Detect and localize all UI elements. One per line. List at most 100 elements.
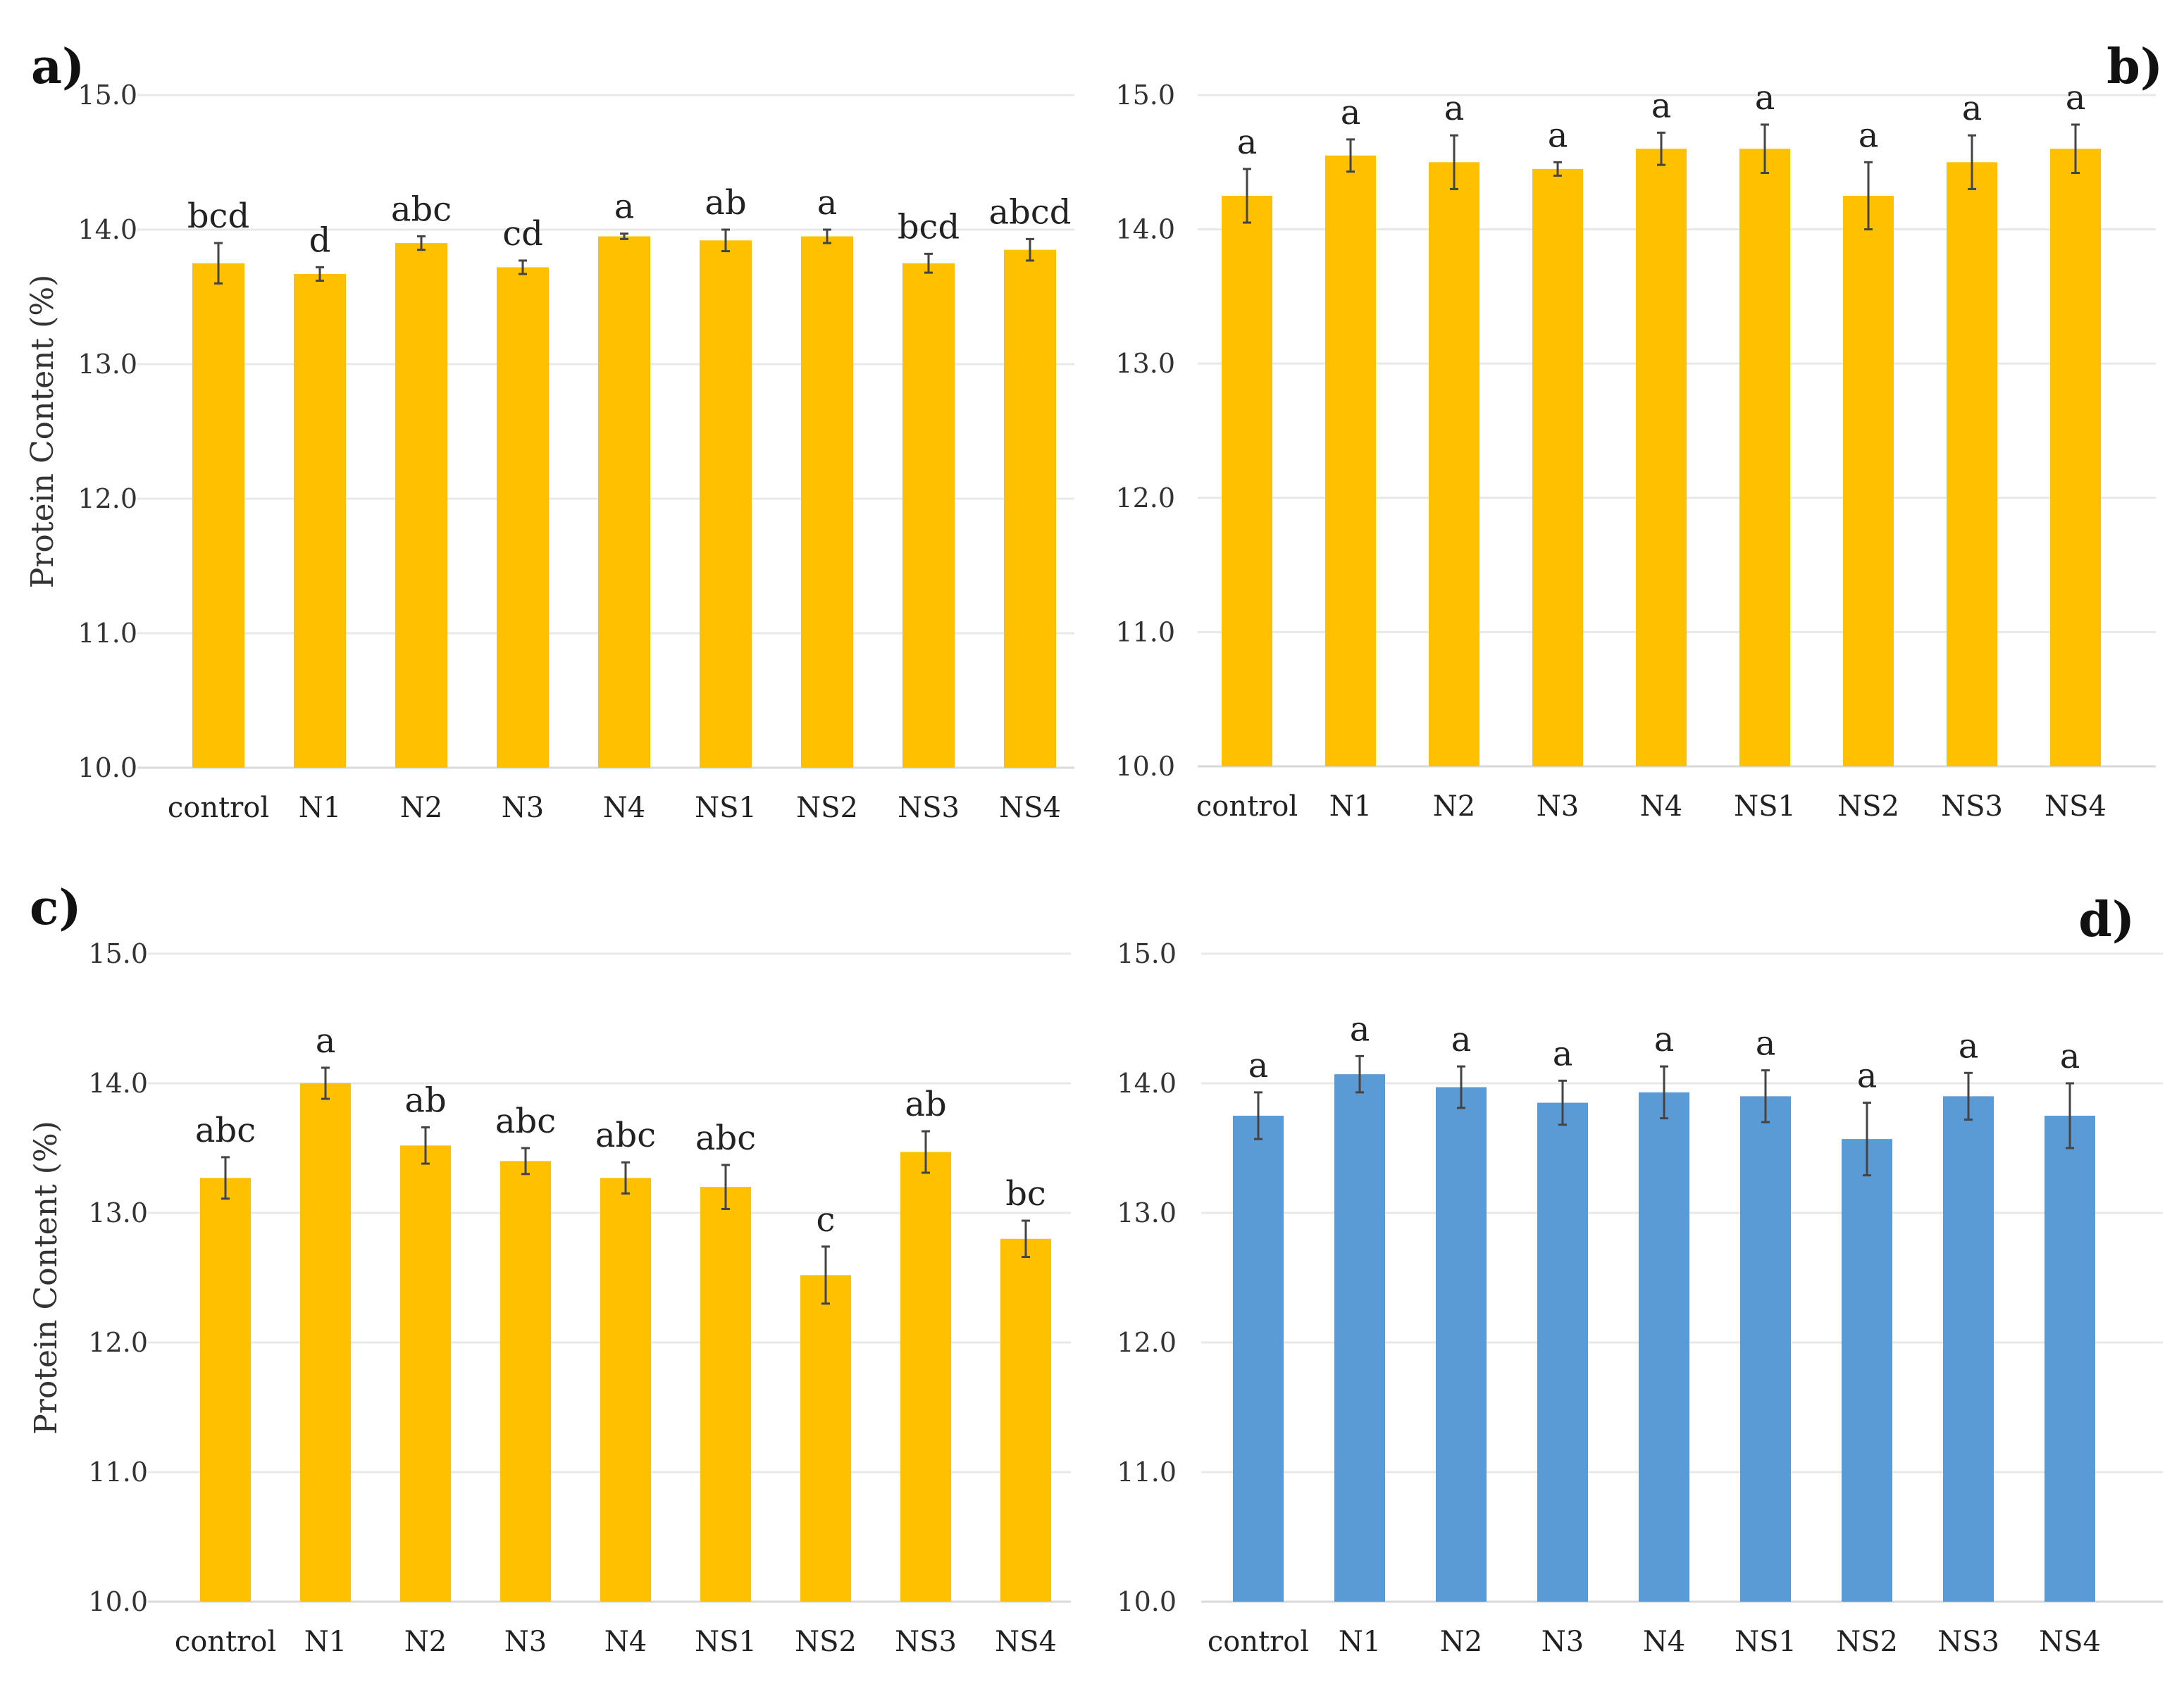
x-tick-label-d-N3: N3 <box>1541 1626 1584 1658</box>
bar-a-N3 <box>497 267 549 768</box>
y-tick-label-d-1: 11.0 <box>1117 1457 1177 1488</box>
significance-label-b-NS3: a <box>1962 89 1983 128</box>
x-tick-label-c-NS3: NS3 <box>895 1626 957 1658</box>
significance-label-a-N2: abc <box>391 190 452 230</box>
bar-d-N2 <box>1436 1087 1487 1602</box>
chart-panel-b: b) 10.0 11.0 12.0 13.0 14.0 15.0 a control a N1 a N2… <box>1092 0 2184 841</box>
x-tick-label-b-NS3: NS3 <box>1941 790 2003 823</box>
chart-c-svg: c) 10.0 11.0 12.0 13.0 14.0 15.0 Protein Conten… <box>28 880 1071 1658</box>
bar-d-NS4 <box>2045 1116 2095 1602</box>
bar-c-N1 <box>300 1083 351 1602</box>
bar-c-N2 <box>400 1145 451 1602</box>
bar-a-control <box>192 263 244 768</box>
bar-d-NS1 <box>1740 1096 1791 1602</box>
panel-label-d: d) <box>2078 892 2135 948</box>
bar-c-NS2 <box>800 1275 851 1602</box>
significance-label-d-NS2: a <box>1857 1057 1878 1096</box>
x-tick-label-d-control: control <box>1208 1626 1309 1658</box>
chart-panel-d: d) 10.0 11.0 12.0 13.0 14.0 15.0 a control a N1 a N2… <box>1092 841 2184 1682</box>
significance-label-d-N3: a <box>1553 1034 1573 1073</box>
bar-b-N1 <box>1325 155 1376 766</box>
x-tick-label-a-NS2: NS2 <box>796 792 858 824</box>
x-tick-label-a-control: control <box>168 792 269 824</box>
x-tick-label-a-N3: N3 <box>502 792 544 824</box>
bar-b-NS3 <box>1947 162 1997 767</box>
x-tick-label-a-NS3: NS3 <box>898 792 960 824</box>
x-tick-label-d-N2: N2 <box>1440 1626 1482 1658</box>
bar-d-NS2 <box>1842 1139 1892 1602</box>
x-tick-label-d-NS2: NS2 <box>1836 1626 1898 1658</box>
x-tick-label-b-N1: N1 <box>1329 790 1372 823</box>
y-axis-title-a: Protein Content (%) <box>25 275 61 589</box>
bar-d-N1 <box>1334 1074 1385 1602</box>
y-tick-label-d-0: 10.0 <box>1117 1586 1177 1617</box>
bar-b-NS2 <box>1843 195 1894 766</box>
x-tick-label-d-N1: N1 <box>1339 1626 1381 1658</box>
x-tick-label-c-NS1: NS1 <box>695 1626 757 1658</box>
chart-panel-c: c) 10.0 11.0 12.0 13.0 14.0 15.0 Protein Conten… <box>0 841 1092 1682</box>
significance-label-d-N1: a <box>1350 1009 1370 1049</box>
significance-label-b-N1: a <box>1341 93 1361 132</box>
bar-a-NS1 <box>700 240 752 768</box>
y-tick-label-b-4: 14.0 <box>1115 214 1175 245</box>
bar-c-N3 <box>500 1161 551 1602</box>
x-tick-label-b-NS4: NS4 <box>2045 790 2107 823</box>
bar-d-N4 <box>1639 1092 1689 1602</box>
x-tick-label-b-control: control <box>1196 790 1298 823</box>
significance-label-a-N4: a <box>614 187 635 227</box>
x-tick-label-c-N3: N3 <box>504 1626 547 1658</box>
chart-a-svg: a) 10.0 11.0 12.0 13.0 14.0 15.0 Protein Conten… <box>25 39 1074 824</box>
x-tick-label-c-NS2: NS2 <box>795 1626 857 1658</box>
panel-label-b: b) <box>2107 39 2163 95</box>
x-tick-label-b-N2: N2 <box>1433 790 1475 823</box>
y-tick-label-d-5: 15.0 <box>1117 938 1177 969</box>
x-tick-label-a-N2: N2 <box>400 792 442 824</box>
x-tick-label-d-NS4: NS4 <box>2039 1626 2101 1658</box>
significance-label-b-N2: a <box>1444 89 1465 128</box>
y-tick-label-b-5: 15.0 <box>1115 80 1175 111</box>
x-tick-label-b-N3: N3 <box>1537 790 1579 823</box>
bar-a-NS4 <box>1004 249 1056 768</box>
bar-a-NS3 <box>902 263 955 768</box>
significance-label-d-NS1: a <box>1756 1024 1776 1064</box>
significance-label-b-NS4: a <box>2066 78 2086 118</box>
bar-b-control <box>1222 195 1272 766</box>
significance-label-c-N3: abc <box>495 1102 556 1141</box>
significance-label-d-NS3: a <box>1959 1026 1979 1066</box>
significance-label-d-N2: a <box>1451 1020 1472 1059</box>
y-tick-label-c-3: 13.0 <box>88 1197 148 1228</box>
panel-label-a: a) <box>31 39 85 95</box>
x-tick-label-a-N4: N4 <box>603 792 645 824</box>
significance-label-a-N3: cd <box>502 214 543 254</box>
y-tick-label-a-0: 10.0 <box>77 752 137 783</box>
significance-label-c-NS4: bc <box>1005 1174 1046 1214</box>
significance-label-a-NS3: bcd <box>898 207 960 247</box>
x-tick-label-c-N4: N4 <box>604 1626 647 1658</box>
significance-label-a-NS4: abcd <box>989 192 1072 232</box>
y-tick-label-a-2: 12.0 <box>77 483 137 514</box>
y-tick-label-d-3: 13.0 <box>1117 1197 1177 1228</box>
x-tick-label-a-NS1: NS1 <box>695 792 757 824</box>
x-tick-label-c-N1: N1 <box>304 1626 347 1658</box>
significance-label-c-NS3: ab <box>905 1085 946 1124</box>
bar-b-NS1 <box>1739 149 1790 767</box>
y-tick-label-b-1: 11.0 <box>1115 616 1175 647</box>
y-tick-label-a-5: 15.0 <box>77 80 137 111</box>
bar-b-NS4 <box>2050 149 2101 767</box>
bar-d-control <box>1233 1116 1284 1602</box>
significance-label-c-N2: ab <box>404 1081 446 1121</box>
y-axis-title-c: Protein Content (%) <box>28 1121 64 1435</box>
x-tick-label-c-control: control <box>175 1626 276 1658</box>
significance-label-b-N3: a <box>1548 116 1568 155</box>
bar-c-control <box>200 1178 251 1602</box>
x-tick-label-c-N2: N2 <box>404 1626 447 1658</box>
bar-c-NS4 <box>1000 1238 1051 1602</box>
chart-d-svg: d) 10.0 11.0 12.0 13.0 14.0 15.0 a control a N1 a N2… <box>1117 892 2163 1658</box>
significance-label-a-N1: d <box>309 220 331 260</box>
y-tick-label-c-1: 11.0 <box>88 1457 148 1488</box>
y-tick-label-c-5: 15.0 <box>88 938 148 969</box>
significance-label-a-control: bcd <box>187 197 249 236</box>
bar-a-N1 <box>294 274 346 768</box>
bar-a-NS2 <box>801 236 853 768</box>
significance-label-c-NS1: abc <box>695 1119 756 1158</box>
